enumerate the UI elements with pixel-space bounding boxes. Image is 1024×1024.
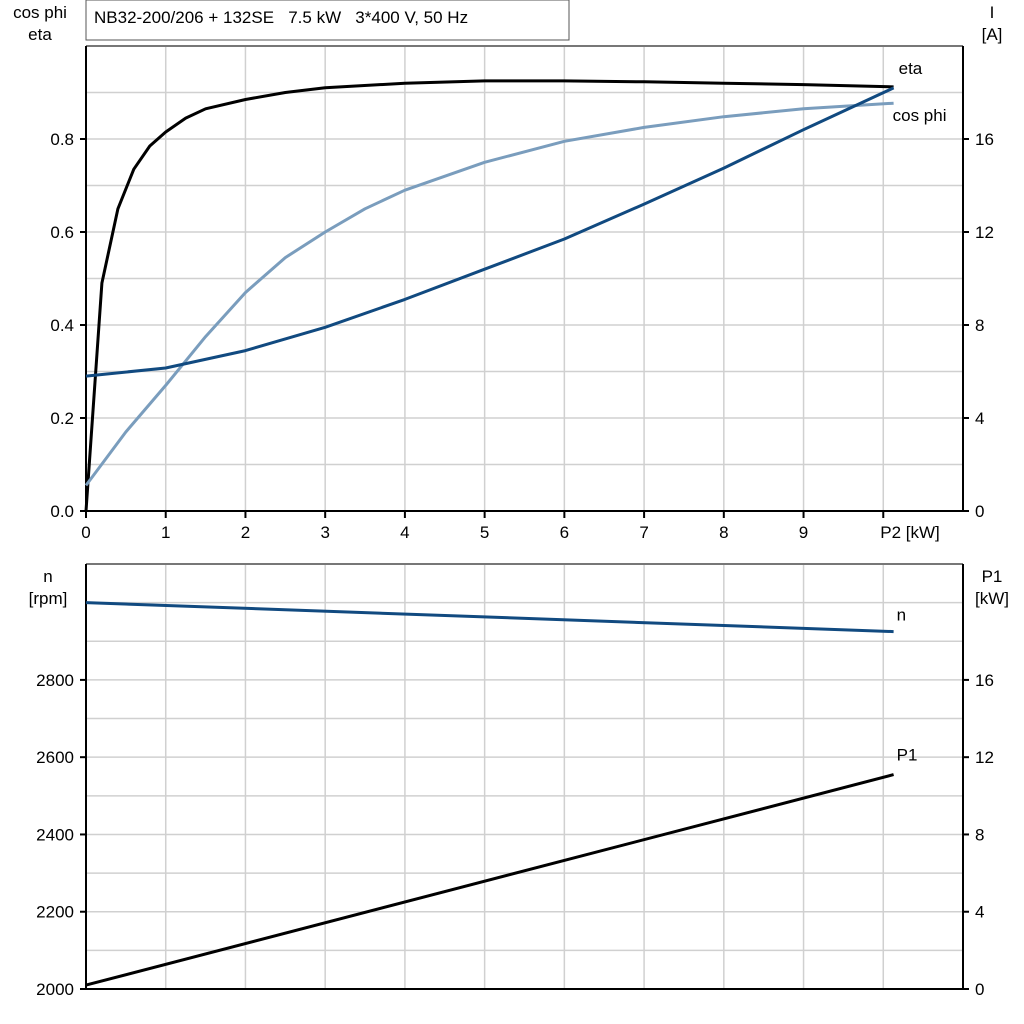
y-tick-label-right: 12	[975, 223, 994, 242]
y-axis-label-right: [kW]	[975, 589, 1009, 608]
y-tick-label-right: 12	[975, 748, 994, 767]
series-line-P1	[85, 773, 894, 987]
chart-title: NB32-200/206 + 132SE 7.5 kW 3*400 V, 50 …	[94, 8, 468, 27]
x-tick-label: 1	[161, 523, 170, 542]
y-axis-label-right: [A]	[982, 25, 1003, 44]
y-tick-label-right: 8	[975, 316, 984, 335]
y-tick-label-left: 0.6	[50, 223, 74, 242]
x-tick-label: 7	[639, 523, 648, 542]
y-tick-label-right: 4	[975, 409, 984, 428]
series-label-n: n	[897, 606, 906, 625]
bottom-plot: 2000 2200 2400 2600 2800 0 4 8 12 16 n [rpm] P1 [kW] n…	[29, 563, 1009, 999]
x-tick-label: 4	[400, 523, 409, 542]
title-box	[85, 0, 570, 41]
y-tick-label-right: 16	[975, 130, 994, 149]
y-tick-label-right: 16	[975, 671, 994, 690]
y-axis-label-left: n	[43, 567, 52, 586]
y-axis-label-left: cos phi	[13, 3, 67, 22]
series-line-eta	[84, 79, 894, 512]
y-tick-label-right: 4	[975, 903, 984, 922]
x-axis-label: P2 [kW]	[880, 523, 940, 542]
series-label-cos-phi: cos phi	[893, 106, 947, 125]
x-tick-label: 0	[81, 523, 90, 542]
x-tick-label: 6	[560, 523, 569, 542]
x-tick-label: 5	[480, 523, 489, 542]
y-tick-label-left: 0.4	[50, 316, 74, 335]
y-tick-label-right: 8	[975, 825, 984, 844]
series-label-eta: eta	[899, 59, 923, 78]
x-tick-label: 2	[241, 523, 250, 542]
y-tick-label-right: 0	[975, 502, 984, 521]
y-axis-label-right: I	[990, 3, 995, 22]
y-tick-label-right: 0	[975, 980, 984, 999]
series-label-P1: P1	[897, 746, 918, 765]
y-tick-label-left: 2400	[36, 825, 74, 844]
series-line-cos-phi	[84, 101, 894, 487]
series-line-n	[85, 601, 894, 634]
y-tick-label-left: 2200	[36, 903, 74, 922]
y-tick-label-left: 0.0	[50, 502, 74, 521]
x-tick-label: 3	[320, 523, 329, 542]
y-tick-label-left: 0.8	[50, 130, 74, 149]
y-axis-label-right: P1	[982, 567, 1003, 586]
x-tick-label: 9	[799, 523, 808, 542]
y-axis-label-left: [rpm]	[29, 589, 68, 608]
series-line-I	[85, 86, 895, 378]
y-tick-label-left: 0.2	[50, 409, 74, 428]
y-tick-label-left: 2000	[36, 980, 74, 999]
x-tick-label: 8	[719, 523, 728, 542]
y-tick-label-left: 2800	[36, 671, 74, 690]
y-tick-label-left: 2600	[36, 748, 74, 767]
y-axis-label-left: eta	[28, 25, 52, 44]
